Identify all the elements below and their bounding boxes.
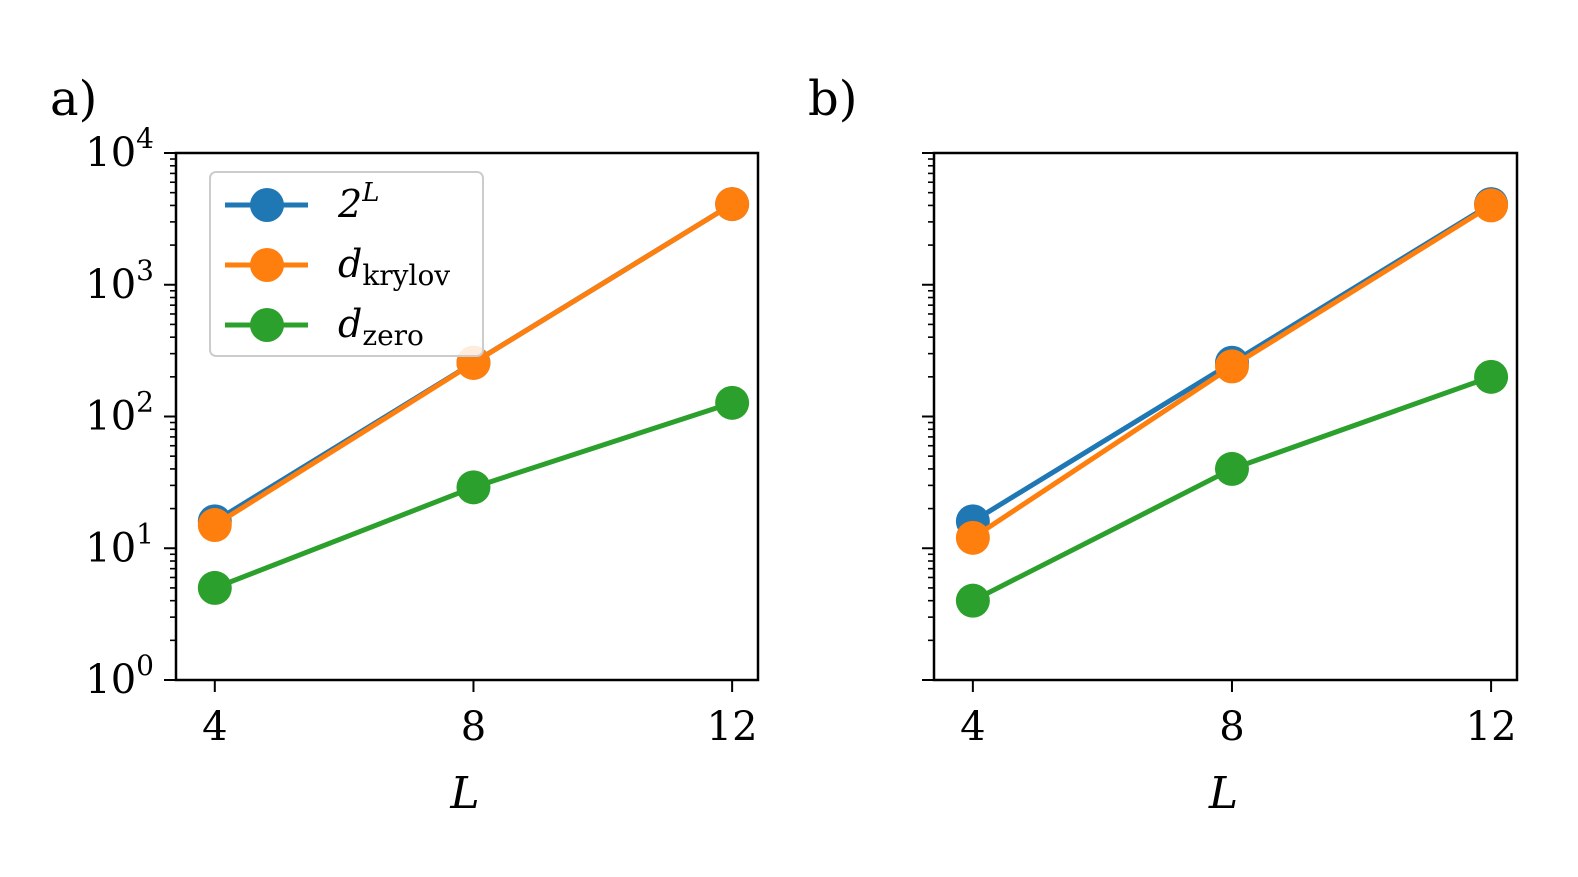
series-point-2 bbox=[1474, 359, 1509, 394]
series-point-2 bbox=[715, 385, 750, 420]
series-point-2 bbox=[955, 583, 990, 618]
series-point-1 bbox=[197, 508, 232, 543]
series-point-2 bbox=[1214, 451, 1249, 486]
x-tick-label: 12 bbox=[707, 704, 758, 750]
y-tick-label: 102 bbox=[85, 386, 154, 440]
legend-box bbox=[209, 171, 484, 357]
y-tick-label: 100 bbox=[85, 649, 154, 703]
panel-label: a) bbox=[50, 71, 97, 127]
x-axis-label: L bbox=[1208, 768, 1238, 819]
x-tick-label: 8 bbox=[1219, 704, 1244, 750]
panel-b: b) 4 8 12 L bbox=[808, 71, 1519, 819]
legend-entry: dkrylov bbox=[225, 242, 450, 292]
series-point-1 bbox=[1214, 349, 1249, 384]
y-tick-label: 103 bbox=[85, 254, 154, 308]
x-axis: 4 8 12 L bbox=[960, 680, 1517, 819]
x-tick-label: 8 bbox=[461, 704, 486, 750]
legend-label: dkrylov bbox=[338, 242, 450, 292]
panel-label: b) bbox=[808, 71, 857, 127]
plot-frame bbox=[174, 151, 760, 682]
x-tick-label: 12 bbox=[1466, 704, 1517, 750]
x-tick-label: 4 bbox=[202, 704, 227, 750]
x-axis: 4 8 12 L bbox=[202, 680, 758, 819]
legend-marker bbox=[250, 188, 284, 222]
legend-entry: dzero bbox=[225, 302, 424, 352]
series-point-2 bbox=[456, 470, 491, 505]
x-tick-label: 4 bbox=[960, 704, 985, 750]
panel-a: a) 100 101 102 103 104 4 8 12 L 2L dkrylov dzero bbox=[50, 71, 760, 819]
legend-label: 2L bbox=[337, 178, 379, 226]
y-tick-label: 101 bbox=[85, 517, 154, 571]
legend-marker bbox=[250, 248, 284, 282]
series-point-1 bbox=[1474, 188, 1509, 223]
x-axis-label: L bbox=[449, 768, 479, 819]
legend-label: dzero bbox=[338, 302, 424, 352]
series-point-1 bbox=[955, 520, 990, 555]
legend: 2L dkrylov dzero bbox=[209, 171, 484, 357]
y-tick-label: 104 bbox=[85, 122, 154, 176]
series-point-1 bbox=[715, 187, 750, 222]
legend-entry: 2L bbox=[225, 178, 379, 226]
legend-marker bbox=[250, 308, 284, 342]
plot-frame bbox=[932, 151, 1519, 682]
series-group bbox=[955, 187, 1509, 618]
y-axis bbox=[922, 152, 934, 681]
y-axis: 100 101 102 103 104 bbox=[85, 122, 176, 703]
series-point-2 bbox=[197, 570, 232, 605]
series-group bbox=[197, 187, 750, 605]
